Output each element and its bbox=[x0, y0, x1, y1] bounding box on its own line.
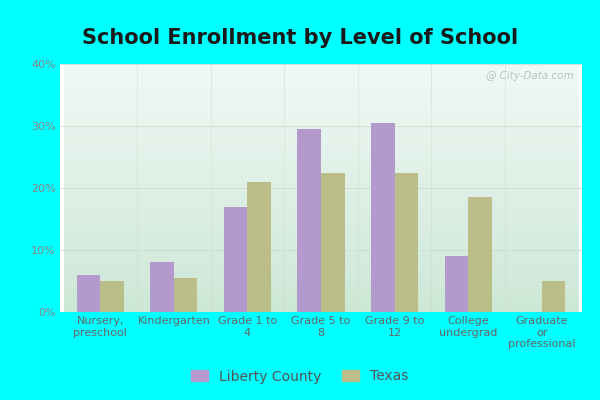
Bar bbox=[77, 275, 100, 312]
Text: School Enrollment by Level of School: School Enrollment by Level of School bbox=[82, 28, 518, 48]
Bar bbox=[174, 278, 197, 312]
Bar bbox=[151, 262, 174, 312]
Bar bbox=[395, 172, 418, 312]
Text: @ City-Data.com: @ City-Data.com bbox=[487, 72, 574, 82]
Bar bbox=[445, 256, 468, 312]
Bar bbox=[100, 281, 124, 312]
Bar bbox=[371, 123, 395, 312]
Bar bbox=[298, 129, 321, 312]
Bar bbox=[247, 182, 271, 312]
Bar bbox=[224, 206, 247, 312]
Bar bbox=[321, 172, 344, 312]
Bar bbox=[542, 281, 565, 312]
Legend: Liberty County, Texas: Liberty County, Texas bbox=[186, 364, 414, 389]
Bar bbox=[468, 197, 491, 312]
